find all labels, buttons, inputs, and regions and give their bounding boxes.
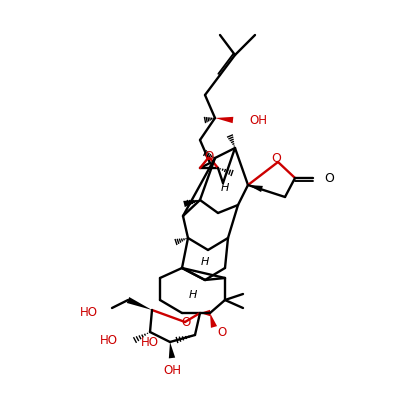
Text: OH: OH bbox=[163, 364, 181, 376]
Text: O: O bbox=[217, 326, 227, 340]
Polygon shape bbox=[127, 297, 152, 310]
Text: HO: HO bbox=[100, 334, 118, 346]
Text: O: O bbox=[271, 152, 281, 166]
Text: H: H bbox=[201, 257, 209, 267]
Polygon shape bbox=[183, 200, 200, 207]
Polygon shape bbox=[248, 185, 263, 192]
Text: O: O bbox=[324, 172, 334, 184]
Polygon shape bbox=[169, 342, 175, 358]
Text: HO: HO bbox=[80, 306, 98, 318]
Text: H: H bbox=[221, 183, 229, 193]
Text: O: O bbox=[204, 150, 214, 162]
Polygon shape bbox=[215, 117, 233, 123]
Polygon shape bbox=[210, 313, 217, 328]
Text: H: H bbox=[189, 290, 197, 300]
Text: OH: OH bbox=[249, 114, 267, 126]
Text: HO: HO bbox=[141, 336, 159, 348]
Text: O: O bbox=[181, 316, 191, 328]
Polygon shape bbox=[200, 310, 210, 316]
